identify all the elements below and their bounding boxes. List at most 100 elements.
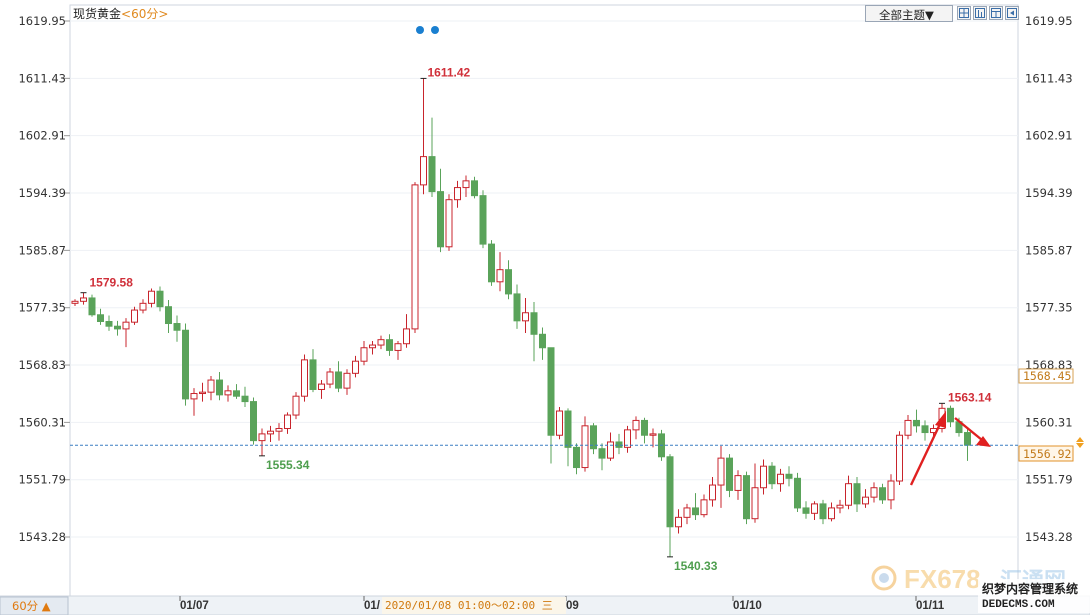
candle-body[interactable] [258, 433, 266, 442]
period-toggle-bg[interactable] [0, 596, 69, 615]
theme-select[interactable]: 全部主题▼ [865, 5, 953, 22]
candle-body[interactable] [743, 475, 750, 520]
candle-body[interactable] [241, 395, 249, 403]
candle-body[interactable] [97, 314, 104, 323]
candle-body[interactable] [530, 312, 538, 335]
candle-body[interactable] [88, 297, 96, 316]
candle-body[interactable] [437, 191, 444, 248]
candle-body[interactable] [751, 487, 759, 520]
candle-body[interactable] [190, 393, 198, 400]
layout-split-button[interactable] [989, 6, 1003, 20]
candle-body[interactable] [522, 312, 529, 322]
candle-body[interactable] [454, 187, 461, 201]
candle-body[interactable] [496, 269, 504, 283]
layout-bars-button[interactable] [973, 6, 987, 20]
candle-body[interactable] [403, 328, 410, 345]
candle-body[interactable] [182, 329, 189, 400]
layout-grid-button[interactable] [957, 6, 971, 20]
candle-body[interactable] [301, 359, 308, 397]
candle-body[interactable] [445, 199, 453, 248]
candle-body[interactable] [139, 302, 147, 311]
candle-body[interactable] [428, 156, 436, 193]
candle-body[interactable] [369, 344, 376, 349]
candle-body[interactable] [343, 372, 351, 389]
candle-body[interactable] [777, 473, 784, 485]
candle-body[interactable] [853, 483, 861, 505]
candle-body[interactable] [352, 360, 359, 374]
candle-body[interactable] [318, 383, 325, 390]
candle-body[interactable] [692, 507, 699, 516]
candle-body[interactable] [564, 410, 572, 448]
candle-body[interactable] [904, 419, 912, 436]
candle-body[interactable] [479, 195, 487, 245]
candle-body[interactable] [862, 496, 869, 505]
candle-body[interactable] [216, 379, 223, 396]
candle-body[interactable] [267, 430, 274, 435]
candle-body[interactable] [641, 419, 648, 436]
candle-body[interactable] [615, 441, 623, 448]
candle-body[interactable] [700, 499, 708, 516]
candle-body[interactable] [632, 419, 640, 431]
candle-body[interactable] [870, 487, 878, 498]
candle-body[interactable] [148, 290, 155, 304]
candle-body[interactable] [386, 339, 393, 351]
candle-body[interactable] [275, 428, 283, 432]
candle-body[interactable] [292, 395, 300, 416]
candle-body[interactable] [471, 180, 478, 197]
candle-body[interactable] [734, 475, 742, 491]
candle-body[interactable] [156, 290, 164, 308]
candle-body[interactable] [896, 434, 903, 482]
candle-body[interactable] [207, 379, 215, 393]
candle-body[interactable] [513, 293, 521, 322]
candle-body[interactable] [71, 300, 79, 304]
candle-body[interactable] [377, 339, 385, 346]
candle-body[interactable] [794, 477, 801, 509]
candle-body[interactable] [539, 333, 546, 349]
candle-body[interactable] [335, 371, 342, 389]
candle-body[interactable] [199, 391, 206, 395]
candle-body[interactable] [624, 429, 631, 448]
candle-body[interactable] [360, 347, 368, 362]
candle-body[interactable] [964, 432, 971, 446]
candle-body[interactable] [675, 516, 682, 528]
candle-body[interactable] [947, 407, 954, 423]
candle-body[interactable] [394, 343, 402, 351]
candle-body[interactable] [309, 359, 317, 390]
candle-body[interactable] [845, 483, 852, 506]
candle-body[interactable] [726, 457, 733, 491]
candle-body[interactable] [165, 306, 172, 325]
candle-body[interactable] [717, 457, 725, 486]
candle-body[interactable] [420, 156, 427, 186]
candle-body[interactable] [683, 507, 691, 518]
candle-body[interactable] [80, 297, 87, 302]
candle-body[interactable] [131, 309, 138, 323]
candle-body[interactable] [828, 507, 835, 520]
candle-body[interactable] [284, 414, 291, 430]
candle-body[interactable] [913, 419, 920, 427]
candle-body[interactable] [573, 446, 580, 469]
candle-body[interactable] [802, 507, 810, 514]
candle-body[interactable] [547, 347, 555, 436]
candle-body[interactable] [233, 390, 240, 397]
candle-body[interactable] [326, 371, 334, 385]
candle-body[interactable] [760, 465, 767, 489]
candle-body[interactable] [581, 425, 589, 469]
event-dot[interactable] [431, 26, 439, 34]
candle-body[interactable] [879, 487, 886, 501]
candle-body[interactable] [411, 184, 419, 330]
event-dot[interactable] [416, 26, 424, 34]
candle-body[interactable] [488, 243, 495, 283]
candle-body[interactable] [224, 390, 232, 396]
candle-body[interactable] [666, 456, 674, 528]
candle-body[interactable] [709, 484, 716, 501]
candle-body[interactable] [887, 480, 895, 501]
candle-body[interactable] [462, 180, 470, 189]
candle-body[interactable] [607, 441, 614, 459]
candle-body[interactable] [556, 410, 563, 436]
candle-body[interactable] [250, 401, 257, 442]
candle-body[interactable] [785, 473, 793, 479]
period-toggle[interactable]: 60分 ▲ [12, 599, 51, 613]
candle-body[interactable] [114, 325, 121, 330]
candle-body[interactable] [768, 465, 776, 485]
candle-body[interactable] [122, 321, 130, 330]
